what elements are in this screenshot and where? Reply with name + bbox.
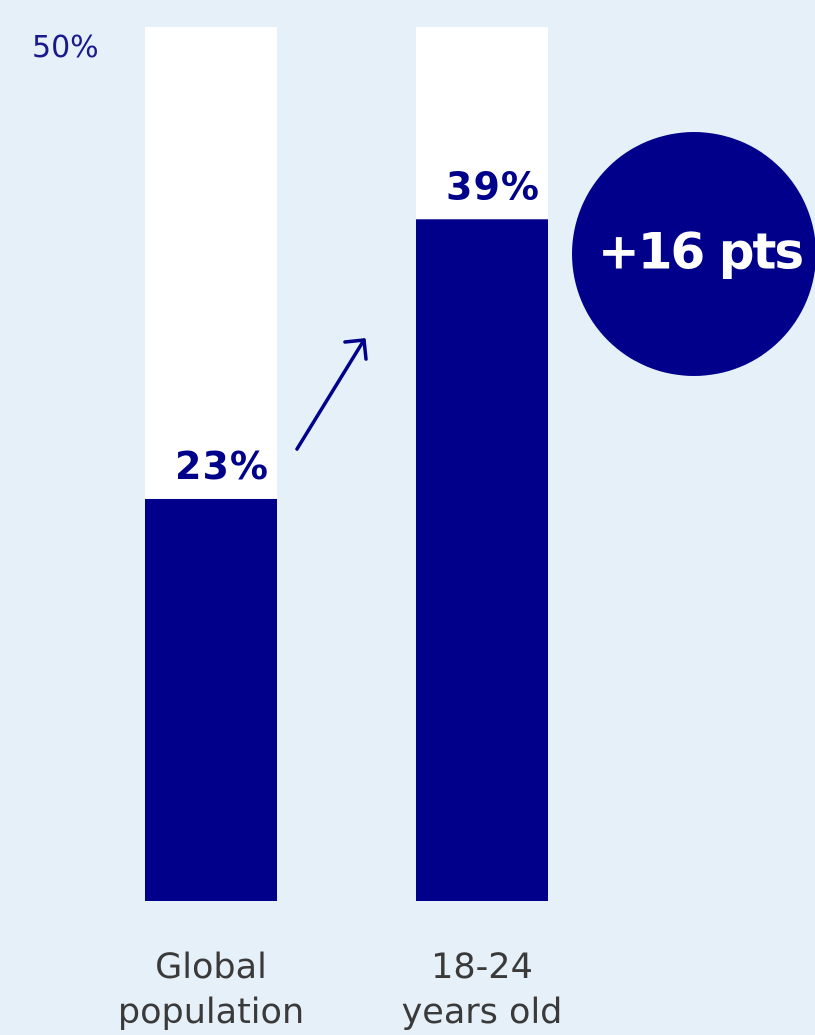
y-axis-max-label: 50% — [32, 30, 99, 65]
arrow-line — [295, 338, 366, 451]
data-label: 39% — [446, 164, 540, 208]
difference-badge — [572, 132, 815, 376]
bar — [416, 219, 548, 901]
category-label: years old — [402, 992, 563, 1031]
difference-badge-label: +16 pts — [598, 223, 803, 281]
category-label: Global — [155, 947, 267, 987]
bar — [145, 498, 277, 901]
category-label: population — [118, 992, 304, 1031]
category-label: 18-24 — [431, 947, 533, 987]
arrow-head — [343, 338, 368, 361]
data-label: 23% — [175, 444, 269, 488]
